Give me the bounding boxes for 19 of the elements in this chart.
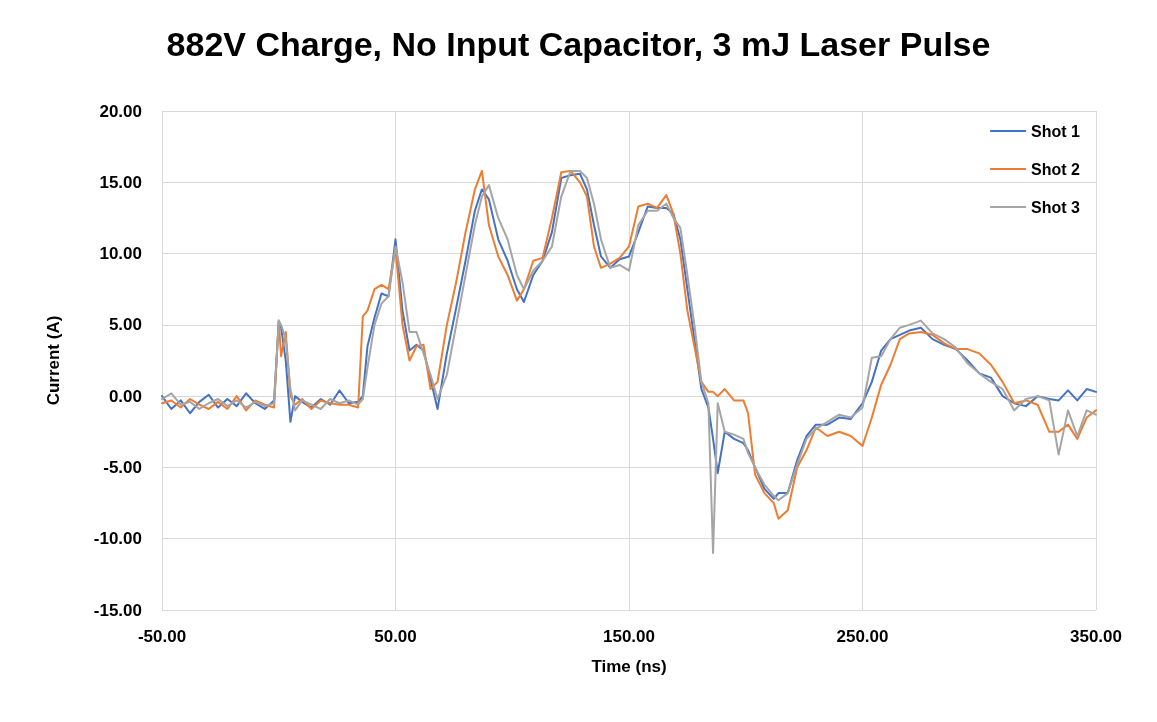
y-tick-label: -15.00 (93, 600, 142, 620)
y-tick-label: 0.00 (108, 386, 142, 406)
x-tick-label: 250.00 (836, 627, 889, 646)
y-tick-label: 20.00 (99, 101, 142, 121)
chart-title: 882V Charge, No Input Capacitor, 3 mJ Laser Pulse (166, 25, 991, 63)
y-axis-title: Current (A) (44, 315, 63, 406)
y-tick-label: 10.00 (99, 244, 142, 264)
legend-label: Shot 1 (1031, 122, 1081, 140)
x-tick-label: 150.00 (603, 627, 655, 646)
x-tick-label: -50.00 (137, 627, 187, 646)
x-tick-label: 350.00 (1070, 627, 1122, 646)
x-axis-title: Time (ns) (591, 657, 667, 676)
y-tick-label: -5.00 (103, 457, 142, 477)
legend-label: Shot 2 (1031, 160, 1081, 178)
legend-label: Shot 3 (1031, 198, 1081, 216)
y-tick-label: 5.00 (108, 315, 142, 335)
x-tick-label: 50.00 (374, 627, 417, 646)
y-tick-label: 15.00 (99, 172, 142, 192)
y-tick-label: -10.00 (93, 529, 142, 549)
